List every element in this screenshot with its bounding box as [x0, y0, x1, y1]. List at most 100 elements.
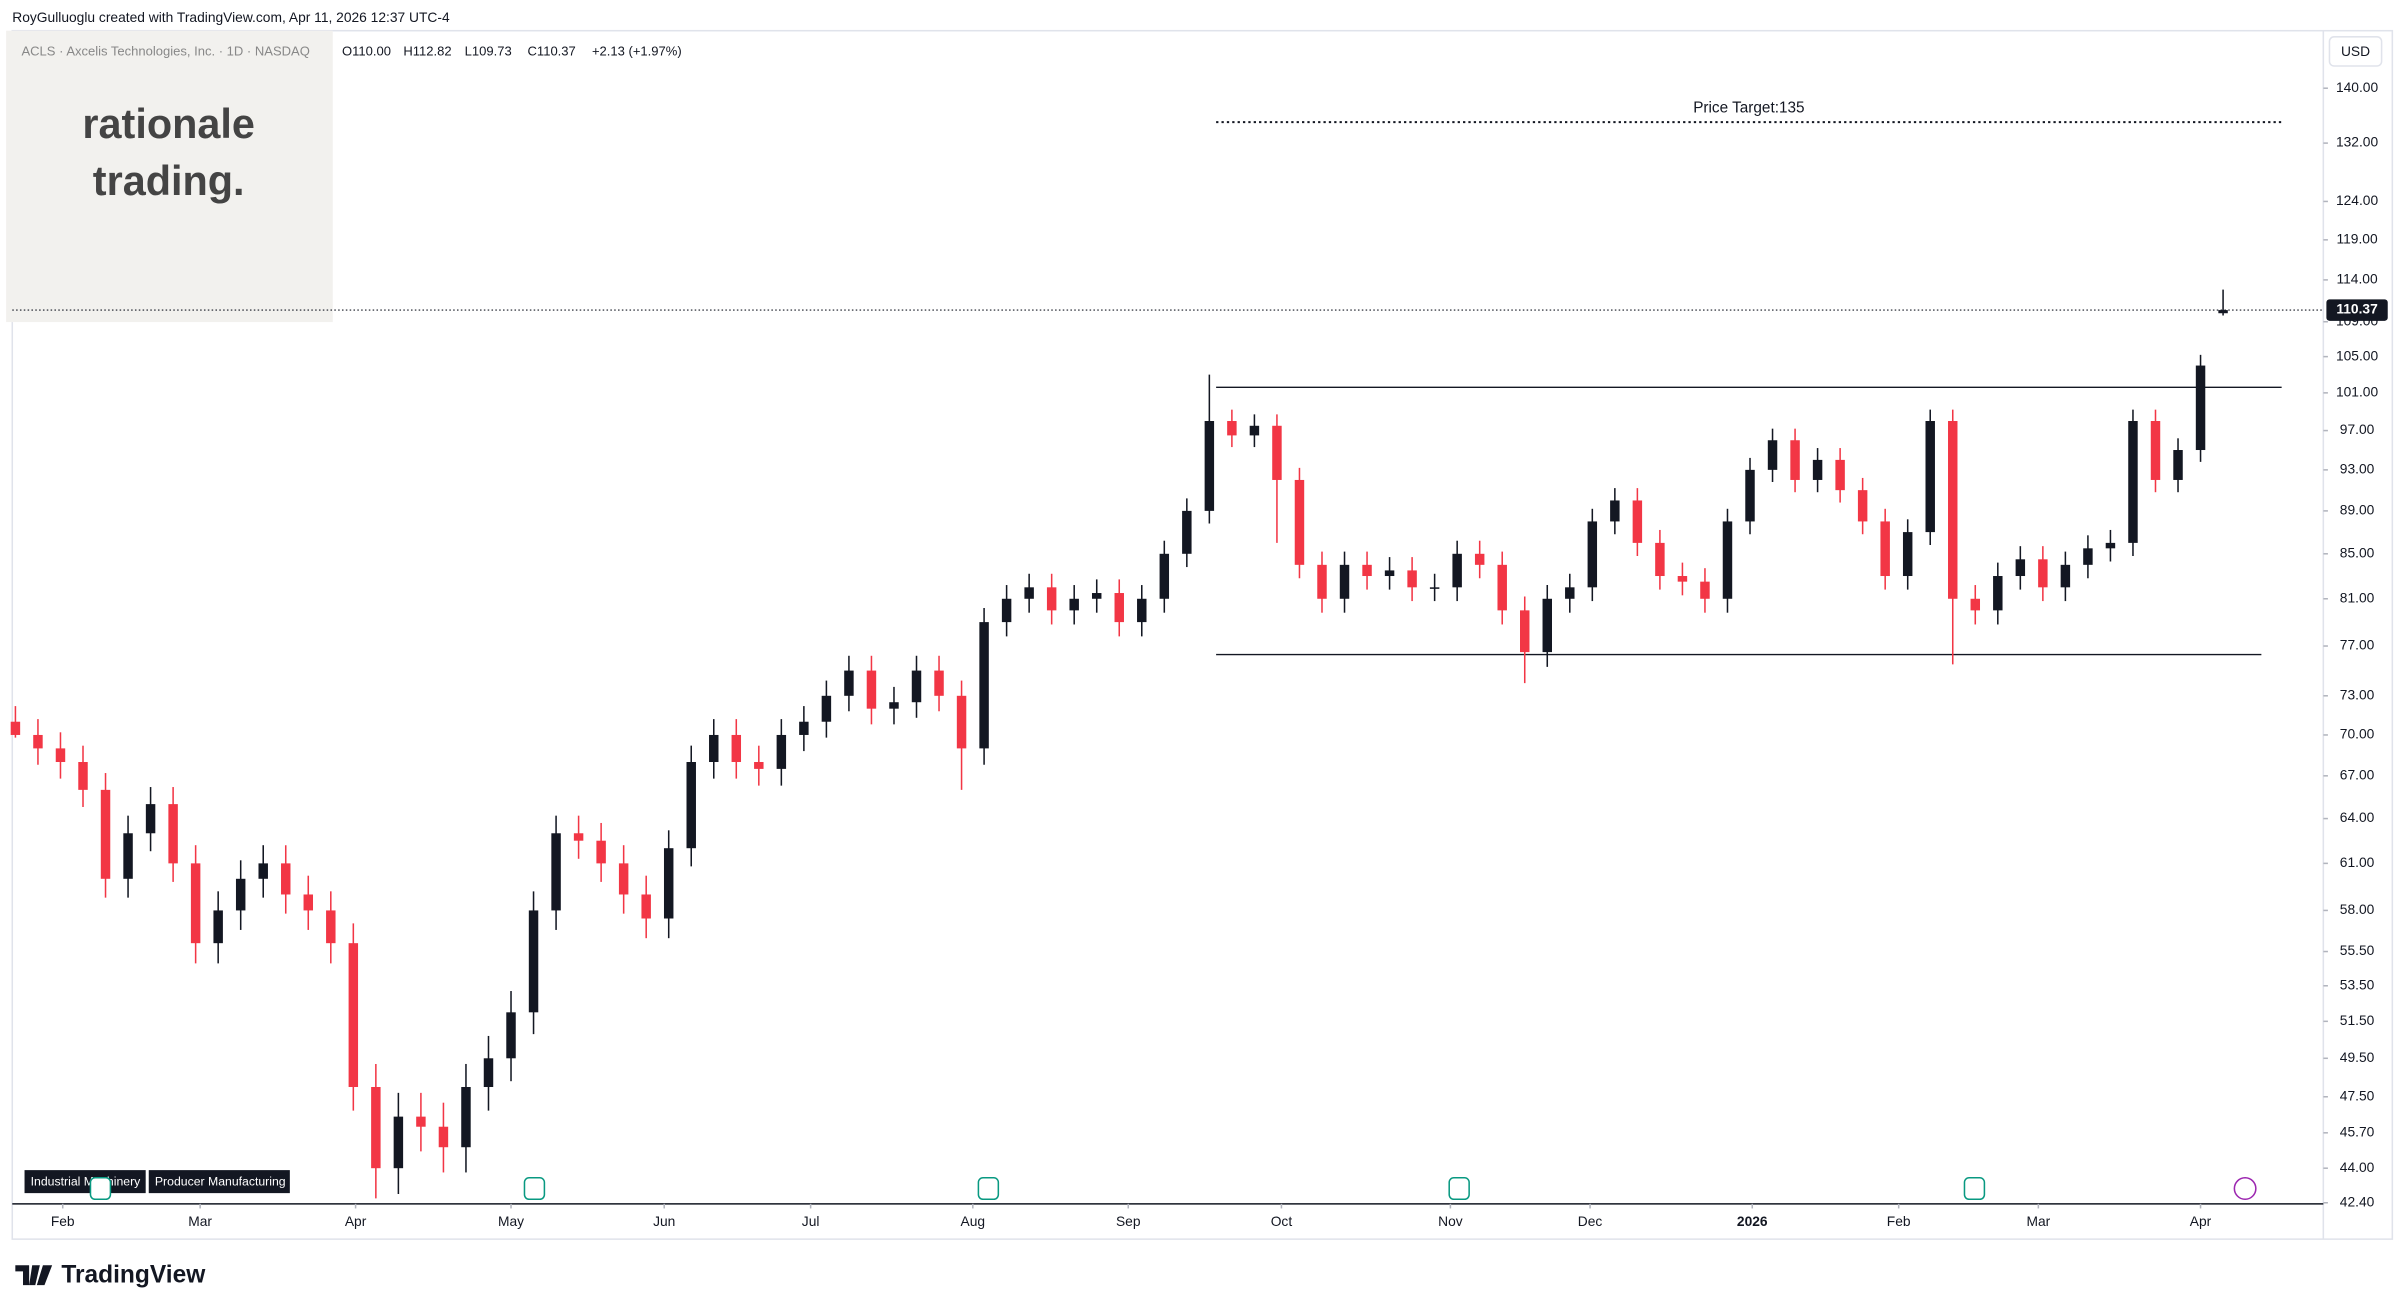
ohlc-close: C110.37 — [528, 44, 576, 59]
tag-box — [24, 1170, 146, 1194]
candle-body — [1294, 479, 1305, 565]
candle-body — [1587, 521, 1598, 588]
candle-body — [1880, 521, 1890, 577]
candle-body — [1452, 553, 1462, 588]
y-tick-label: 67.00 — [2340, 767, 2375, 782]
x-tick-label: Apr — [2190, 1214, 2212, 1229]
ohlc-low: L109.73 — [465, 44, 512, 59]
candle-body — [1565, 587, 1575, 599]
dividend-icon[interactable] — [2233, 1177, 2257, 1201]
candle-body — [1272, 425, 1282, 480]
candle-body — [1970, 598, 1981, 611]
candle-body — [2173, 450, 2183, 480]
candle-body — [1520, 610, 1530, 653]
candle-body — [754, 762, 764, 769]
candle-body — [1317, 564, 1327, 599]
x-tick-label: Feb — [51, 1214, 75, 1229]
candle-body — [1159, 553, 1170, 599]
candle-body — [1542, 598, 1552, 653]
candle-body — [2105, 542, 2116, 549]
x-tick-label: Mar — [2026, 1214, 2050, 1229]
candle-body — [1384, 570, 1395, 577]
x-tick-label: Dec — [1578, 1214, 1603, 1229]
y-tick-label: 89.00 — [2340, 503, 2375, 518]
y-tick-label: 140.00 — [2336, 80, 2379, 95]
y-tick-label: 44.00 — [2340, 1160, 2375, 1175]
candle-body — [1227, 421, 1237, 436]
candle-body — [461, 1087, 471, 1148]
candle-body — [416, 1116, 426, 1127]
x-tick-label: Jul — [802, 1214, 820, 1229]
y-tick-label: 77.00 — [2340, 638, 2375, 653]
candle-body — [1812, 459, 1823, 480]
x-tick-label: 2026 — [1737, 1214, 1768, 1229]
candle-body — [1700, 581, 1710, 599]
candle-body — [1407, 570, 1417, 588]
candle-body — [123, 833, 133, 879]
candle-body — [2060, 564, 2071, 588]
y-tick-label: 119.00 — [2336, 231, 2378, 246]
candle-body — [1182, 510, 1192, 554]
y-tick-label: 64.00 — [2340, 810, 2375, 825]
currency[interactable]: USD — [2341, 44, 2370, 59]
y-tick-label: 93.00 — [2340, 462, 2375, 477]
symbol-name: ACLS · Axcelis Technologies, Inc. · 1D ·… — [21, 44, 309, 59]
earnings-icon[interactable] — [523, 1177, 546, 1201]
earnings-icon[interactable] — [977, 1177, 1000, 1201]
candle-body — [618, 863, 629, 895]
candle-body — [934, 670, 944, 696]
tags: Industrial Machinery Producer Manufactur… — [24, 1170, 290, 1194]
candle-body — [1069, 598, 1079, 611]
x-tick-label: Mar — [188, 1214, 212, 1229]
logo-text: rationale — [82, 101, 255, 147]
candle-body — [2128, 421, 2138, 543]
footer-logo — [15, 1265, 53, 1286]
candle-body — [956, 695, 967, 749]
candle-body — [10, 721, 21, 735]
y-tick-label: 97.00 — [2340, 422, 2375, 437]
earnings-icon[interactable] — [89, 1177, 112, 1201]
candle-body — [573, 833, 584, 841]
candle-body — [1024, 587, 1034, 599]
y-tick-label: 53.50 — [2340, 977, 2375, 992]
candle-body — [1046, 587, 1057, 611]
candle-body — [1091, 593, 1102, 599]
y-tick-label: 61.00 — [2340, 855, 2375, 870]
earnings-icon[interactable] — [1963, 1177, 1986, 1201]
y-tick-label: 81.00 — [2340, 590, 2375, 605]
y-tick-label: 105.00 — [2336, 348, 2379, 363]
candle-body — [168, 804, 178, 864]
last-price-tag — [2326, 299, 2388, 321]
candle-body — [686, 762, 696, 849]
candle-body — [889, 702, 899, 709]
y-tick-label: 47.50 — [2340, 1088, 2375, 1103]
ohlc-open: O110.00 — [342, 44, 391, 59]
level-label: Price Target:135 — [1693, 99, 1804, 116]
tag: Producer Manufacturing — [155, 1175, 286, 1189]
candle-body — [551, 833, 561, 911]
change: +2.13 (+1.97%) — [592, 44, 682, 59]
candle-body — [393, 1116, 404, 1169]
candle-body — [1497, 564, 1507, 611]
candle-body — [78, 762, 88, 790]
ohlc-high: H112.82 — [403, 44, 451, 59]
currency-box[interactable] — [2328, 36, 2383, 67]
candle-body — [1722, 521, 1733, 599]
frame — [11, 29, 2394, 1240]
candle-body — [1902, 532, 1913, 577]
candle-body — [483, 1058, 494, 1088]
candle-body — [844, 670, 854, 696]
y-tick-label: 85.00 — [2340, 545, 2375, 560]
candle-body — [371, 1087, 381, 1169]
earnings-icon[interactable] — [1448, 1177, 1470, 1201]
candle-body — [911, 670, 922, 703]
candle-body — [438, 1126, 449, 1148]
candle-body — [596, 840, 606, 864]
candle-body — [2038, 559, 2048, 588]
candle-body — [2150, 421, 2161, 480]
candle-body — [1677, 576, 1688, 582]
candle-body — [1249, 425, 1260, 436]
candle-body — [663, 848, 674, 919]
candle-body — [1362, 564, 1372, 577]
